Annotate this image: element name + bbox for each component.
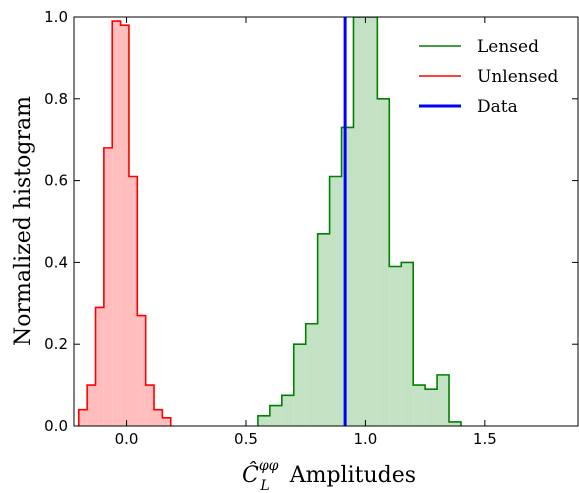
x-axis-label-superscript: φφ [259,458,279,474]
y-axis-label: Normalized histogram [11,96,36,346]
x-tick-label: 1.5 [473,430,497,448]
x-axis-label-symbol: Ĉ [242,461,259,488]
y-tick-label: 0.0 [44,417,68,435]
x-axis-label: Ĉφφ L Amplitudes [242,458,416,493]
bar-lensed [281,395,294,426]
bar-lensed [365,17,378,426]
y-tick-label: 0.2 [44,335,68,353]
bar-lensed [293,344,306,426]
bar-unlensed [154,409,163,426]
legend: Lensed Unlensed Data [419,37,559,117]
y-tick-label: 1.0 [44,8,68,26]
bar-lensed [425,389,438,426]
x-axis-label-subscript: L [259,478,269,493]
axes-layer: 0.0 0.5 1.0 1.5 0.0 0.2 0.4 0.6 0.8 1.0 [44,8,579,448]
x-tick-label: 0.5 [234,430,258,448]
y-tick-label: 0.4 [44,253,68,271]
bar-unlensed [87,385,96,426]
bar-unlensed [95,307,104,426]
bar-lensed [341,127,354,426]
bar-unlensed [112,21,121,426]
bar-lensed [257,415,270,426]
bar-lensed [305,323,318,426]
bar-lensed [329,176,342,426]
outline-unlensed [77,20,172,426]
bar-lensed [401,262,414,426]
y-tick-label: 0.6 [44,172,68,190]
legend-label-lensed: Lensed [477,37,539,57]
bar-unlensed [120,25,129,426]
bar-unlensed [103,147,113,426]
bar-unlensed [78,409,88,426]
x-tick-label: 1.0 [353,430,377,448]
bar-lensed [377,98,390,426]
bar-lensed [437,374,450,426]
outline-lensed [257,17,462,426]
x-axis-label-text: Amplitudes [289,463,416,488]
bar-unlensed [145,385,155,426]
bar-lensed [449,421,461,426]
plot-frame [73,16,579,427]
bar-unlensed [137,315,146,426]
bar-lensed [389,266,402,426]
series-unlensed [77,20,172,426]
bar-lensed [269,405,282,426]
legend-label-data: Data [477,97,518,117]
bar-unlensed [128,176,138,426]
bar-lensed [413,385,426,426]
legend-label-unlensed: Unlensed [477,67,559,87]
series-lensed [257,17,462,426]
histogram-layer [77,17,462,426]
y-tick-label: 0.8 [44,90,68,108]
bar-lensed [353,17,366,426]
bar-unlensed [162,417,171,426]
bar-lensed [317,233,330,426]
x-tick-label: 0.0 [115,430,139,448]
